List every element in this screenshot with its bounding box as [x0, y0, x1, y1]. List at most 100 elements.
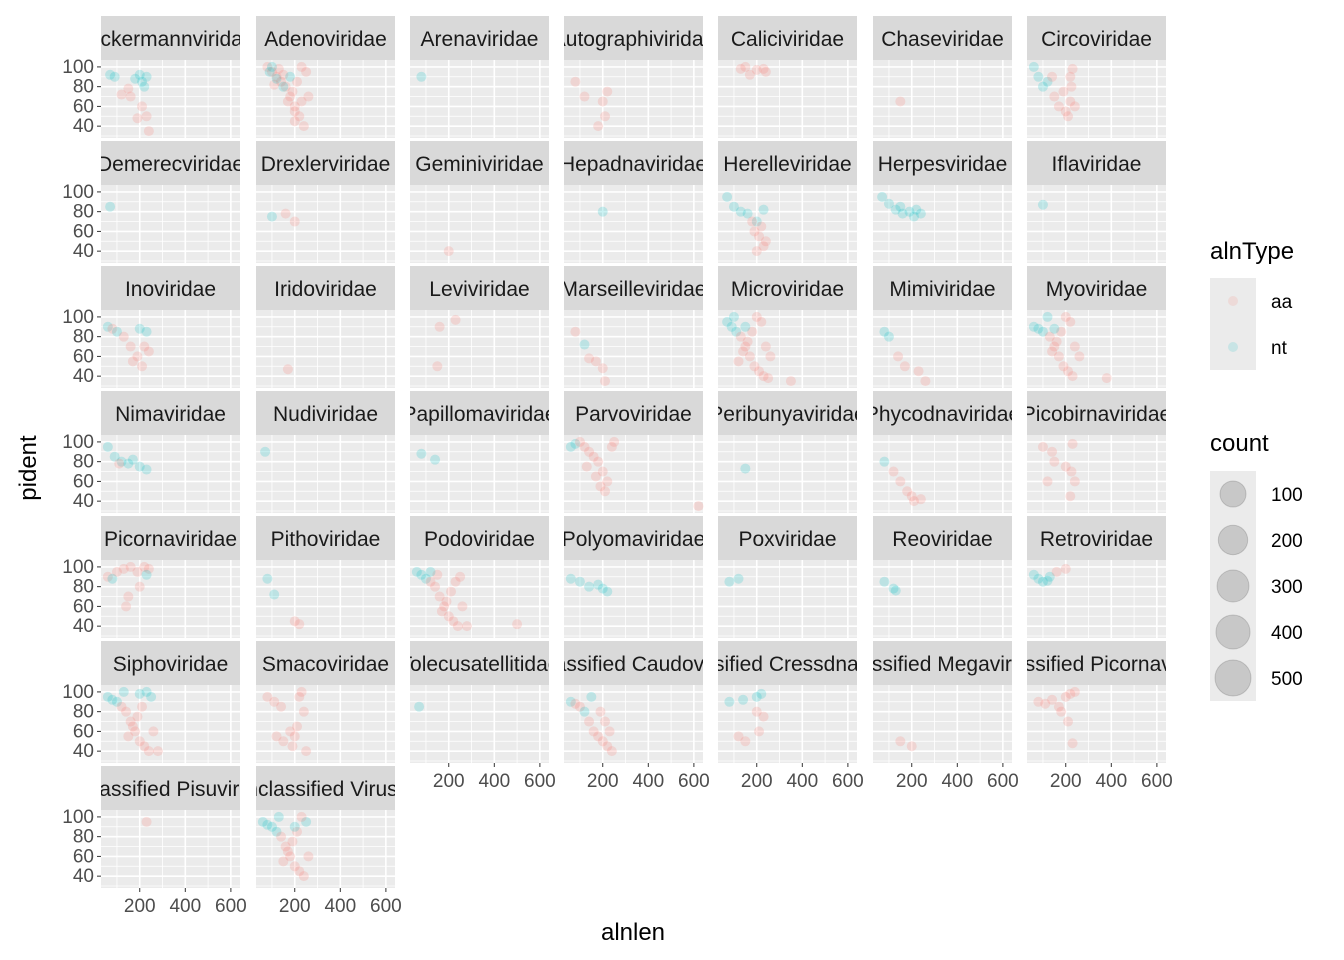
data-point	[565, 696, 576, 707]
panel-background	[873, 185, 1012, 263]
facet-strip	[718, 266, 857, 310]
data-point	[146, 691, 157, 702]
data-point	[1047, 446, 1058, 457]
data-point	[584, 716, 595, 727]
data-point	[1101, 373, 1112, 384]
y-tick-label: 100	[62, 807, 94, 828]
facet-strip-label: Poxviridae	[738, 528, 836, 551]
panel-background	[564, 435, 703, 513]
data-point	[890, 585, 901, 596]
facet-strip-label: Circoviridae	[1041, 28, 1152, 51]
data-point	[416, 71, 427, 82]
data-point	[749, 361, 760, 372]
facet-strip-label: Iridoviridae	[274, 278, 377, 301]
data-point	[102, 321, 113, 332]
data-point	[278, 736, 289, 747]
facet-strip	[564, 141, 703, 185]
facet-strip-label: Papillomaviridae	[402, 403, 556, 426]
size-legend-label: 100	[1271, 485, 1303, 506]
data-point	[301, 816, 312, 827]
data-point	[134, 69, 145, 80]
facet-strip	[718, 16, 857, 60]
facet-strip	[256, 766, 395, 810]
x-tick-label: 600	[370, 896, 402, 917]
panel-background	[873, 60, 1012, 138]
data-point	[123, 731, 134, 742]
facet-panel: Iridoviridae	[256, 266, 395, 388]
legend: alnType aa nt count 100 200 300 400 500	[1210, 238, 1303, 701]
facet-strip	[564, 391, 703, 435]
data-point	[411, 566, 422, 577]
data-point	[1051, 336, 1062, 347]
data-point	[137, 76, 148, 87]
data-point	[282, 846, 293, 857]
data-point	[273, 63, 284, 74]
facet-strip-label: Tolecusatellitidae	[400, 653, 560, 676]
data-point	[452, 621, 463, 632]
legend-key-nt	[1228, 342, 1238, 352]
data-point	[430, 454, 441, 465]
data-point	[760, 341, 771, 352]
data-point	[266, 66, 277, 77]
legend-key-nt-bg	[1210, 324, 1256, 370]
x-tick-label: 400	[941, 771, 973, 792]
y-tick-label: 80	[73, 452, 94, 473]
data-point	[1056, 706, 1067, 717]
facet-strip-label: Unclassified Caudovirales	[513, 653, 755, 676]
x-tick-label: 400	[478, 771, 510, 792]
data-point	[143, 126, 154, 137]
facet-strip	[564, 516, 703, 560]
facet-strip-label: Unclassified Megaviricetes	[818, 653, 1067, 676]
facet-strip	[1027, 391, 1166, 435]
data-point	[141, 464, 152, 475]
facet-strip-label: Demerecviridae	[97, 153, 244, 176]
data-point	[262, 61, 273, 72]
panel-background	[873, 310, 1012, 388]
panel-background	[873, 560, 1012, 638]
facet-panel: Poxviridae	[718, 516, 857, 638]
facet-panel: Caliciviridae	[718, 16, 857, 138]
facet-strip	[718, 516, 857, 560]
data-point	[758, 241, 769, 252]
data-point	[754, 366, 765, 377]
data-point	[292, 76, 303, 87]
facet-strip	[718, 641, 857, 685]
panel-background	[101, 185, 240, 263]
facet-strip-label: Hepadnaviridae	[560, 153, 707, 176]
data-point	[289, 821, 300, 832]
size-legend-key-bg	[1210, 563, 1256, 609]
data-point	[448, 616, 459, 627]
data-point	[906, 741, 917, 752]
data-point	[143, 746, 154, 757]
panel-background	[101, 435, 240, 513]
data-point	[883, 198, 894, 209]
data-point	[1060, 106, 1071, 117]
data-point	[574, 576, 585, 587]
facet-panel: Circoviridae	[1027, 16, 1166, 138]
data-point	[441, 596, 452, 607]
data-point	[597, 96, 608, 107]
data-point	[756, 316, 767, 327]
data-point	[276, 76, 287, 87]
panel-background	[564, 60, 703, 138]
data-point	[111, 326, 122, 337]
data-point	[890, 204, 901, 215]
data-point	[738, 694, 749, 705]
facet-strip-label: Siphoviridae	[113, 653, 229, 676]
data-point	[461, 621, 472, 632]
data-point	[118, 563, 129, 574]
data-point	[1047, 694, 1058, 705]
data-point	[879, 456, 890, 467]
data-point	[1065, 316, 1076, 327]
data-point	[1028, 321, 1039, 332]
data-point	[1042, 76, 1053, 87]
data-point	[593, 731, 604, 742]
data-point	[879, 326, 890, 337]
panel-background	[256, 685, 395, 763]
x-tick-label: 400	[169, 896, 201, 917]
y-tick-label: 40	[73, 616, 94, 637]
y-tick-label: 40	[73, 866, 94, 887]
facet-strip-label: Polyomaviridae	[562, 528, 706, 551]
data-point	[285, 91, 296, 102]
